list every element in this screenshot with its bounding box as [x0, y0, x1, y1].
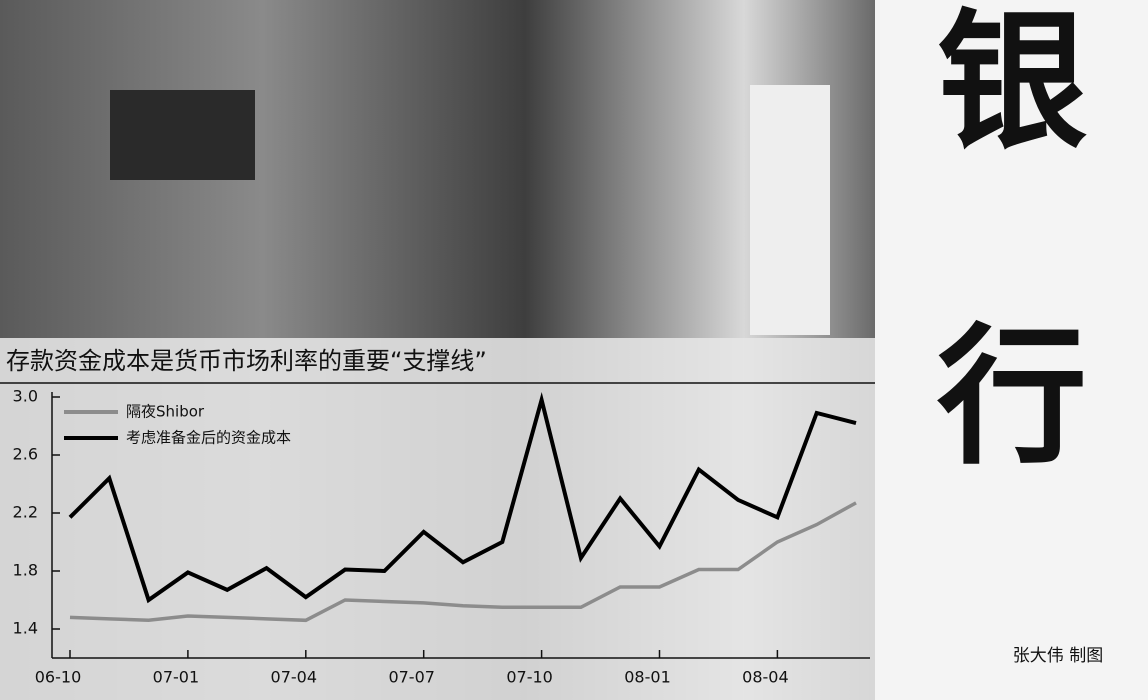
x-tick-label: 08-04	[742, 668, 789, 687]
legend-label: 隔夜Shibor	[126, 403, 205, 421]
photo-screen	[110, 90, 255, 180]
legend-label: 考虑准备金后的资金成本	[126, 429, 291, 447]
photo-light	[750, 85, 830, 335]
series-line	[69, 501, 857, 623]
chart-title: 存款资金成本是货币市场利率的重要“支撑线”	[6, 347, 487, 375]
y-tick-label: 2.6	[13, 445, 38, 464]
y-tick-label: 3.0	[13, 387, 38, 406]
x-tick-label: 08-01	[624, 668, 671, 687]
side-panel	[875, 0, 1148, 700]
y-tick-label: 1.4	[13, 619, 38, 638]
x-tick-label: 07-04	[271, 668, 318, 687]
chart-panel	[0, 338, 875, 700]
y-tick-label: 1.8	[13, 561, 38, 580]
x-tick-label: 06-10	[35, 668, 82, 687]
x-tick-label: 07-07	[388, 668, 435, 687]
credit: 张大伟 制图	[1013, 646, 1103, 666]
x-tick-label: 07-01	[153, 668, 200, 687]
plot: 1.4 1.8 2.2 2.6 3.0 06-10 07-01 07-04 07-07 07-10…	[13, 387, 870, 687]
y-tick-label: 2.2	[13, 503, 38, 522]
banner: 行	[937, 309, 1087, 485]
series-line	[68, 392, 857, 604]
banner: 银	[937, 0, 1087, 170]
x-tick-label: 07-10	[506, 668, 553, 687]
